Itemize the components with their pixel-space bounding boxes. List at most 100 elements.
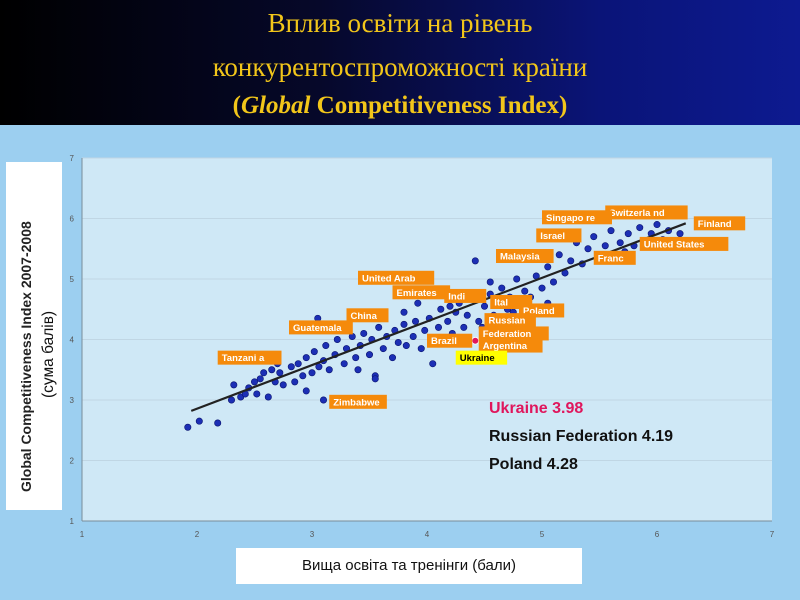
data-point	[460, 323, 468, 331]
y-tick-label: 1	[70, 517, 75, 526]
y-tick-label: 2	[70, 457, 75, 466]
data-point	[567, 257, 575, 265]
data-point	[251, 378, 259, 386]
title-line-2: конкурентоспроможності країни	[212, 52, 588, 82]
data-point	[291, 378, 299, 386]
country-label: United Arab	[362, 273, 416, 284]
data-point	[400, 308, 408, 316]
country-label-box	[358, 270, 435, 285]
y-axis-label: Global Competitiveness Index 2007-2008	[18, 221, 34, 492]
x-tick-label: 6	[655, 530, 660, 539]
data-point	[394, 339, 402, 347]
country-label-box	[484, 313, 536, 328]
data-point	[414, 299, 422, 307]
data-point	[521, 287, 529, 295]
country-label-box	[444, 288, 487, 303]
data-point	[409, 332, 417, 340]
country-label: Malaysia	[500, 252, 540, 263]
y-axis-label-box	[6, 162, 62, 510]
data-point	[228, 396, 236, 404]
title-rest: Competitiveness Index)	[310, 92, 568, 119]
data-point	[268, 366, 276, 374]
data-point	[352, 354, 360, 362]
data-point	[310, 348, 318, 356]
data-point	[402, 342, 410, 350]
data-point	[360, 329, 368, 337]
data-point	[325, 366, 333, 374]
data-point	[294, 360, 302, 368]
data-point	[354, 366, 362, 374]
data-point	[333, 335, 341, 343]
x-tick-label: 2	[195, 530, 200, 539]
country-label-box	[478, 338, 543, 353]
country-label: Brazil	[431, 336, 457, 347]
data-point	[184, 423, 192, 431]
country-label: Franc	[598, 253, 624, 264]
country-label: Switzerla nd	[609, 208, 665, 219]
y-tick-label: 7	[70, 154, 75, 163]
data-point	[411, 317, 419, 325]
country-label: Indi	[448, 291, 465, 302]
country-label-box	[496, 249, 554, 264]
country-label-box	[427, 333, 473, 348]
highlighted-point	[471, 336, 480, 345]
country-label-box	[639, 236, 729, 251]
country-label: Federation	[483, 329, 532, 340]
data-point	[544, 263, 552, 271]
data-point	[624, 230, 632, 238]
data-point	[446, 302, 454, 310]
data-point	[437, 305, 445, 313]
data-point	[480, 302, 488, 310]
country-label: Emirates	[397, 288, 437, 299]
x-tick-label: 1	[80, 530, 85, 539]
data-point	[322, 342, 330, 350]
country-label-box	[593, 250, 636, 265]
country-label: Ital	[494, 297, 508, 308]
x-tick-label: 5	[540, 530, 545, 539]
data-point	[371, 375, 379, 383]
annotation-poland: Poland 4.28	[489, 456, 578, 473]
x-axis-label-box: Вища освіта та тренінги (бали)	[236, 548, 582, 584]
y-tick-label: 4	[70, 336, 75, 345]
data-point	[417, 345, 425, 353]
data-point	[555, 251, 563, 259]
data-point	[475, 317, 483, 325]
country-label-box	[542, 210, 612, 225]
data-point	[676, 230, 684, 238]
data-point	[434, 323, 442, 331]
data-point	[471, 257, 479, 265]
data-point	[308, 369, 316, 377]
data-point	[498, 284, 506, 292]
data-point	[302, 354, 310, 362]
title-line-1: Вплив освіти на рівень	[267, 8, 533, 38]
annotation-russia: Russian Federation 4.19	[489, 428, 674, 445]
data-point	[340, 360, 348, 368]
data-point	[379, 345, 387, 353]
country-label-box	[455, 350, 508, 365]
data-point	[230, 381, 238, 389]
data-point	[486, 278, 494, 286]
country-label-box	[478, 326, 549, 341]
country-label: Singapo re	[546, 213, 595, 224]
annotation-ukraine: Ukraine 3.98	[489, 400, 584, 417]
x-tick-label: 4	[425, 530, 430, 539]
country-label-box	[217, 350, 282, 365]
country-label: Poland	[523, 306, 555, 317]
country-label: Zimbabwe	[333, 397, 379, 408]
y-axis-label-units: (сума балів)	[40, 310, 57, 398]
data-point	[653, 221, 661, 229]
data-point	[264, 393, 272, 401]
title-line-3: (Global Competitiveness Index)	[0, 92, 800, 120]
data-point	[388, 354, 396, 362]
data-point	[276, 369, 284, 377]
data-point	[365, 351, 373, 359]
data-point	[590, 233, 598, 241]
data-point	[302, 387, 310, 395]
data-point	[375, 323, 383, 331]
data-point	[549, 278, 557, 286]
scatter-chart: 1 2 3 4 5 6 7 1 2 3 4 5 6 7 Switzerla nd Singapo re Finl…	[70, 154, 775, 539]
country-label: United States	[644, 239, 705, 250]
y-tick-label: 5	[70, 275, 75, 284]
data-point	[636, 224, 644, 232]
country-label-box	[346, 308, 389, 323]
